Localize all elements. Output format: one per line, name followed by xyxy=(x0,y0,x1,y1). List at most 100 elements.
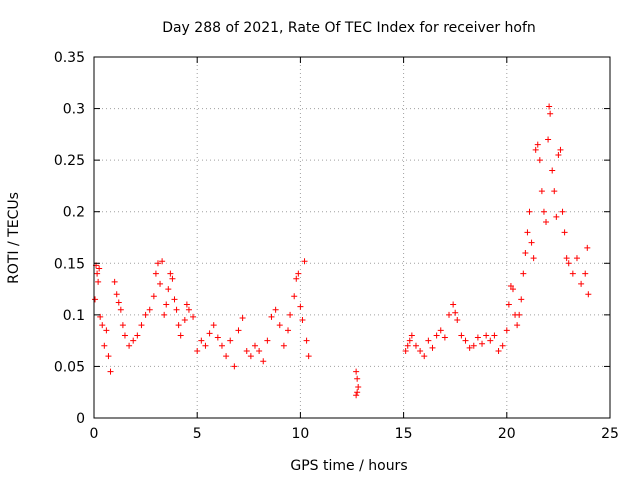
data-point xyxy=(287,311,294,318)
data-point xyxy=(210,322,217,329)
data-point xyxy=(268,313,275,320)
data-point xyxy=(260,358,267,365)
data-point xyxy=(202,342,209,349)
data-point xyxy=(157,280,164,287)
x-tick-label: 10 xyxy=(291,426,309,442)
data-point xyxy=(532,146,539,153)
chart-title: Day 288 of 2021, Rate Of TEC Index for r… xyxy=(162,20,536,36)
data-point xyxy=(165,286,172,293)
data-points xyxy=(92,103,592,399)
data-point xyxy=(185,306,192,313)
data-point xyxy=(514,322,521,329)
data-point xyxy=(585,291,592,298)
data-point xyxy=(479,340,486,347)
data-point xyxy=(121,332,128,339)
data-point xyxy=(183,301,190,308)
y-axis-label: ROTI / TECUs xyxy=(6,192,22,284)
data-point xyxy=(264,337,271,344)
data-point xyxy=(578,280,585,287)
y-tick-label: 0.15 xyxy=(54,256,85,272)
data-point xyxy=(437,327,444,334)
data-point xyxy=(503,327,510,334)
data-point xyxy=(582,270,589,277)
data-point xyxy=(536,157,543,164)
data-point xyxy=(547,110,554,117)
data-point xyxy=(301,258,308,265)
data-point xyxy=(408,332,415,339)
y-tick-label: 0.05 xyxy=(54,359,85,375)
data-point xyxy=(450,301,457,308)
data-point xyxy=(518,296,525,303)
data-point xyxy=(417,347,424,354)
data-point xyxy=(540,208,547,215)
data-point xyxy=(354,375,361,382)
data-point xyxy=(175,322,182,329)
data-point xyxy=(303,337,310,344)
data-point xyxy=(92,296,99,303)
plot-frame xyxy=(93,56,611,419)
axis-ticks xyxy=(93,56,611,419)
data-point xyxy=(404,342,411,349)
data-point xyxy=(293,275,300,282)
data-point xyxy=(173,306,180,313)
data-point xyxy=(138,322,145,329)
data-point xyxy=(553,213,560,220)
data-point xyxy=(354,389,361,396)
data-point xyxy=(142,311,149,318)
data-point xyxy=(433,332,440,339)
x-tick-label: 5 xyxy=(193,426,202,442)
data-point xyxy=(470,342,477,349)
data-point xyxy=(115,299,122,306)
data-point xyxy=(452,309,459,316)
data-point xyxy=(429,344,436,351)
data-point xyxy=(214,334,221,341)
data-point xyxy=(507,282,514,289)
data-point xyxy=(291,293,298,300)
data-point xyxy=(555,151,562,158)
x-tick-labels: 0 5 10 15 20 25 xyxy=(90,426,619,442)
data-point xyxy=(487,337,494,344)
data-point xyxy=(528,239,535,246)
data-point xyxy=(239,314,246,321)
data-point xyxy=(119,322,126,329)
data-point xyxy=(543,219,550,226)
data-point xyxy=(152,270,159,277)
data-point xyxy=(99,322,106,329)
data-point xyxy=(474,334,481,341)
data-point xyxy=(101,342,108,349)
data-point xyxy=(573,255,580,262)
data-point xyxy=(402,347,409,354)
data-point xyxy=(218,342,225,349)
data-point xyxy=(256,347,263,354)
data-point xyxy=(499,342,506,349)
data-point xyxy=(161,311,168,318)
data-point xyxy=(227,337,234,344)
data-point xyxy=(524,229,531,236)
data-point xyxy=(466,344,473,351)
data-point xyxy=(559,208,566,215)
data-point xyxy=(551,188,558,195)
y-tick-labels: 0 0.05 0.1 0.15 0.2 0.25 0.3 0.35 xyxy=(54,50,85,427)
data-point xyxy=(299,317,306,324)
data-point xyxy=(305,353,312,360)
data-point xyxy=(126,342,133,349)
x-axis-label: GPS time / hours xyxy=(290,458,407,474)
data-point xyxy=(353,392,360,399)
data-point xyxy=(561,229,568,236)
data-point xyxy=(557,146,564,153)
data-point xyxy=(146,306,153,313)
data-point xyxy=(194,347,201,354)
data-point xyxy=(169,275,176,282)
data-point xyxy=(235,327,242,334)
data-point xyxy=(154,260,161,267)
data-point xyxy=(97,313,104,320)
data-point xyxy=(276,322,283,329)
y-tick-label: 0.2 xyxy=(63,205,85,221)
data-point xyxy=(446,311,453,318)
data-point xyxy=(534,141,541,148)
data-point xyxy=(159,258,166,265)
data-point xyxy=(462,337,469,344)
data-point xyxy=(167,270,174,277)
data-point xyxy=(412,342,419,349)
